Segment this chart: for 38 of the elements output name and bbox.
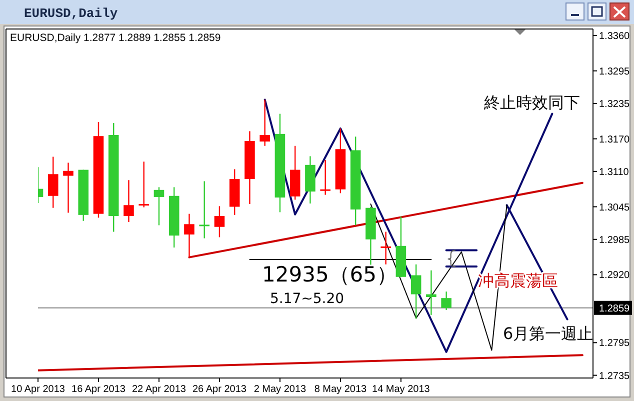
candlestick <box>214 206 225 238</box>
annotation: 終止時效同下 <box>483 93 580 112</box>
y-tick-label: 1.2920 <box>599 270 630 282</box>
candlestick <box>426 270 436 316</box>
y-tick-label: 1.2735 <box>599 370 630 382</box>
y-tick-label: 1.3295 <box>599 66 630 78</box>
y-tick-label: 1.2985 <box>599 234 630 246</box>
candlestick <box>441 290 452 311</box>
candlestick <box>154 186 164 226</box>
candlestick <box>184 213 194 258</box>
candlestick <box>199 180 210 239</box>
x-tick-label: 8 May 2013 <box>314 384 368 395</box>
ref-line-label: 1.2859 <box>599 303 630 314</box>
annotation: 12935（65） <box>262 262 398 286</box>
y-tick-label: 1.3045 <box>599 202 630 214</box>
candlestick <box>63 162 74 214</box>
y-tick-label: 1.3110 <box>599 166 630 178</box>
candlestick <box>380 231 391 265</box>
candlestick <box>260 99 270 146</box>
y-tick-label: 1.3170 <box>599 134 630 146</box>
candlestick <box>48 156 58 208</box>
annotation: 6月第一週止 <box>503 324 594 343</box>
annotation: 5.17~5.20 <box>270 291 344 307</box>
candlestick <box>138 161 149 208</box>
candlestick <box>124 180 134 223</box>
x-tick-label: 16 Apr 2013 <box>72 384 126 395</box>
x-tick-label: 2 May 2013 <box>254 384 307 395</box>
x-tick-label: 26 Apr 2013 <box>192 384 247 395</box>
y-tick-label: 1.3360 <box>599 31 630 42</box>
x-tick-label: 22 Apr 2013 <box>132 384 186 395</box>
candlestick <box>410 264 422 320</box>
x-tick-label: 10 Apr 2013 <box>11 384 66 395</box>
chart-subtitle: EURUSD,Daily 1.2877 1.2889 1.2855 1.2859 <box>10 32 221 44</box>
candlestick <box>320 159 330 196</box>
x-tick-label: 14 May 2013 <box>372 384 430 395</box>
y-tick-label: 1.3235 <box>599 98 630 110</box>
chart-title: EURUSD,Daily <box>24 6 118 21</box>
y-tick-label: 1.2795 <box>599 338 630 350</box>
